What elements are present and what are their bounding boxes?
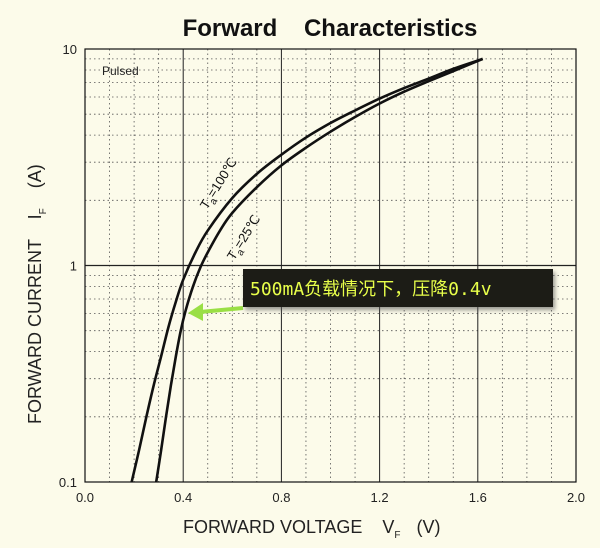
annotation-arrowhead [188,303,203,321]
annotation: 500mA负载情况下，压降0.4v [188,269,553,321]
y-axis-label-unit: (A) [25,164,45,188]
series-label-25c-sub: a [235,247,248,258]
x-tick-labels: 0.0 0.4 0.8 1.2 1.6 2.0 [76,490,585,505]
annotation-arrow [199,306,244,314]
x-axis-label-sub: F [394,530,400,541]
y-tick-labels: 10 1 0.1 [59,42,77,490]
series-label-25c: Ta=25℃ [224,212,267,265]
series-label-25c-rest: =25℃ [231,212,263,251]
x-tick-label: 0.4 [174,490,192,505]
plot-frame [84,48,577,483]
y-tick-label: 10 [63,42,77,57]
x-tick-label: 1.6 [469,490,487,505]
x-axis-label-unit: (V) [416,517,440,537]
y-axis-label-text: FORWARD CURRENT I [25,214,45,424]
annotation-box [243,269,553,307]
series-label-100c: Ta=100℃ [197,155,244,214]
series-curves [130,57,484,483]
annotation-text: 500mA负载情况下，压降0.4v [250,279,492,300]
x-tick-label: 2.0 [567,490,585,505]
x-tick-label: 0.8 [272,490,290,505]
y-tick-label: 0.1 [59,475,77,490]
series-label-100c-sub: a [208,196,221,207]
y-axis-label: FORWARD CURRENT IF (A) [25,164,49,424]
pulsed-note: Pulsed [102,64,139,78]
x-tick-label: 1.2 [371,490,389,505]
curve-ta-25c [154,57,484,483]
major-gridlines [85,49,576,482]
x-axis-label-text: FORWARD VOLTAGE V [183,517,394,537]
series-label-100c-rest: =100℃ [204,155,240,200]
curve-ta-100c [130,57,484,483]
y-axis-label-sub: F [38,208,49,214]
x-axis-label: FORWARD VOLTAGE VF (V) [183,517,440,541]
y-tick-label: 1 [70,259,77,274]
x-tick-label: 0.0 [76,490,94,505]
chart-title: Forward Characteristics [183,15,478,42]
